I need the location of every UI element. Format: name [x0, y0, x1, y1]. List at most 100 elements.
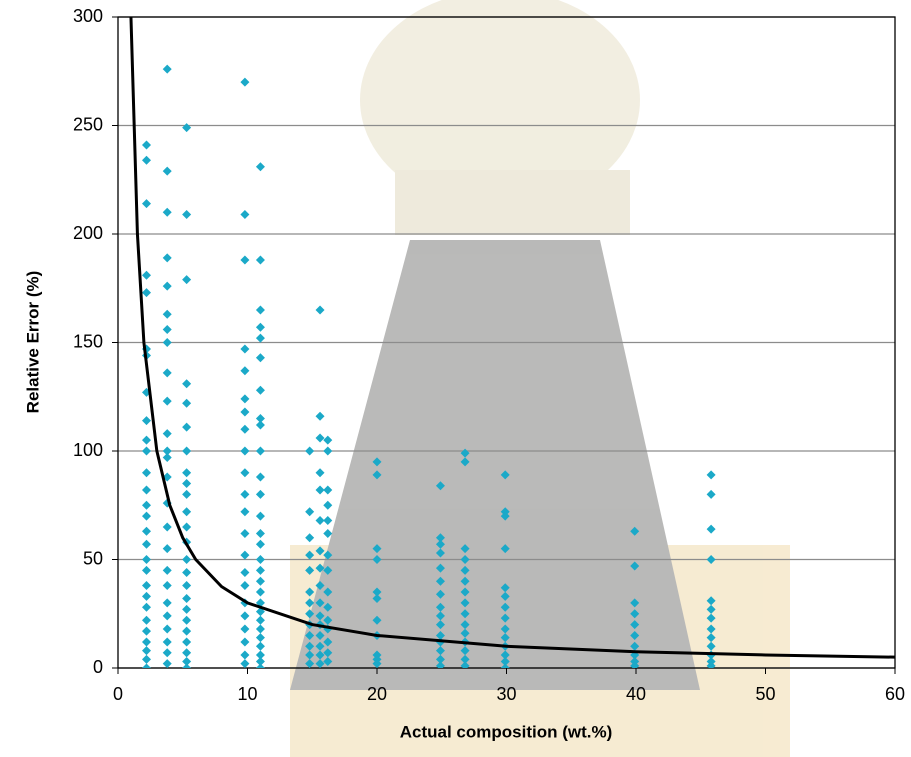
- point: [182, 468, 191, 477]
- point: [163, 648, 172, 657]
- point: [240, 425, 249, 434]
- point: [256, 447, 265, 456]
- point: [256, 588, 265, 597]
- point: [142, 141, 151, 150]
- point: [256, 334, 265, 343]
- point: [256, 633, 265, 642]
- point: [182, 627, 191, 636]
- point: [142, 655, 151, 664]
- point: [142, 627, 151, 636]
- point: [142, 436, 151, 445]
- point: [240, 529, 249, 538]
- point: [316, 412, 325, 421]
- point: [240, 468, 249, 477]
- point: [163, 624, 172, 633]
- point: [240, 568, 249, 577]
- point: [256, 577, 265, 586]
- point: [163, 581, 172, 590]
- x-tick-label: 40: [626, 684, 646, 704]
- point: [256, 664, 265, 673]
- point: [256, 555, 265, 564]
- point: [256, 540, 265, 549]
- point: [163, 566, 172, 575]
- point: [142, 271, 151, 280]
- point: [305, 507, 314, 516]
- point: [182, 507, 191, 516]
- point: [240, 551, 249, 560]
- x-tick-label: 50: [755, 684, 775, 704]
- point: [182, 522, 191, 531]
- point: [240, 659, 249, 668]
- y-tick-label: 300: [73, 6, 103, 26]
- point: [182, 210, 191, 219]
- point: [163, 282, 172, 291]
- y-tick-label: 0: [93, 657, 103, 677]
- point: [182, 648, 191, 657]
- point: [182, 423, 191, 432]
- point: [163, 659, 172, 668]
- point: [240, 366, 249, 375]
- point: [142, 468, 151, 477]
- point: [182, 581, 191, 590]
- point: [142, 646, 151, 655]
- point: [256, 566, 265, 575]
- point: [142, 581, 151, 590]
- point: [323, 436, 332, 445]
- point: [316, 516, 325, 525]
- point: [163, 167, 172, 176]
- point: [256, 305, 265, 314]
- point: [142, 447, 151, 456]
- point: [182, 616, 191, 625]
- point: [142, 555, 151, 564]
- point: [256, 323, 265, 332]
- point: [256, 473, 265, 482]
- point: [142, 486, 151, 495]
- point: [256, 353, 265, 362]
- point: [323, 486, 332, 495]
- point: [142, 566, 151, 575]
- point: [240, 507, 249, 516]
- point: [163, 338, 172, 347]
- point: [182, 605, 191, 614]
- point: [316, 305, 325, 314]
- x-tick-label: 0: [113, 684, 123, 704]
- point: [707, 470, 716, 479]
- point: [707, 525, 716, 534]
- point: [240, 581, 249, 590]
- point: [142, 501, 151, 510]
- point: [256, 162, 265, 171]
- y-tick-label: 150: [73, 331, 103, 351]
- x-tick-label: 60: [885, 684, 905, 704]
- point: [182, 275, 191, 284]
- point: [142, 512, 151, 521]
- point: [163, 325, 172, 334]
- chart: Actual composition (wt.%) Relative Error…: [0, 0, 911, 757]
- point: [163, 544, 172, 553]
- point: [240, 407, 249, 416]
- point: [240, 624, 249, 633]
- point: [163, 598, 172, 607]
- point: [182, 555, 191, 564]
- point: [256, 386, 265, 395]
- point: [316, 468, 325, 477]
- point: [240, 210, 249, 219]
- point: [305, 533, 314, 542]
- point: [142, 527, 151, 536]
- point: [163, 453, 172, 462]
- point: [323, 447, 332, 456]
- point: [240, 78, 249, 87]
- point: [240, 490, 249, 499]
- x-tick-label: 10: [237, 684, 257, 704]
- point: [182, 379, 191, 388]
- point: [142, 416, 151, 425]
- y-tick-label: 50: [83, 548, 103, 568]
- point: [182, 594, 191, 603]
- point: [240, 394, 249, 403]
- point: [256, 529, 265, 538]
- point: [182, 447, 191, 456]
- y-tick-label: 200: [73, 223, 103, 243]
- point: [256, 624, 265, 633]
- point: [163, 637, 172, 646]
- x-tick-label: 20: [367, 684, 387, 704]
- point: [182, 664, 191, 673]
